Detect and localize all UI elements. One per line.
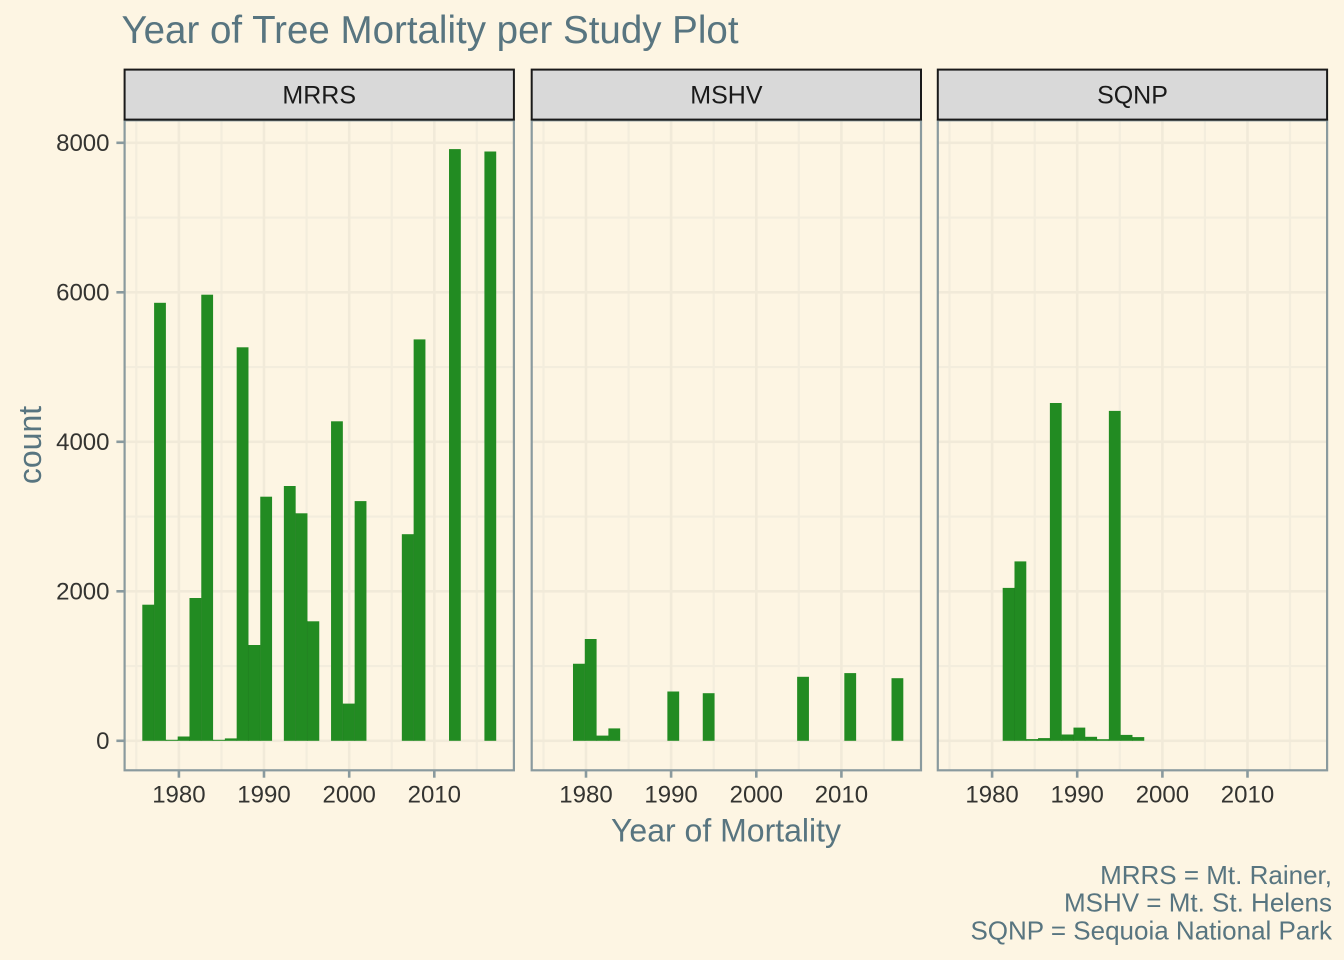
svg-text:2010: 2010 <box>1221 782 1274 809</box>
svg-text:Year of Mortality: Year of Mortality <box>611 813 841 849</box>
svg-text:SQNP: SQNP <box>1097 81 1168 109</box>
svg-text:count: count <box>12 406 48 484</box>
svg-text:MSHV = Mt. St. Helens: MSHV = Mt. St. Helens <box>1064 888 1332 918</box>
svg-text:2010: 2010 <box>815 782 868 809</box>
svg-text:2000: 2000 <box>1136 782 1189 809</box>
svg-text:MRRS = Mt. Rainer,: MRRS = Mt. Rainer, <box>1100 860 1332 890</box>
svg-text:2000: 2000 <box>56 579 109 606</box>
svg-text:1990: 1990 <box>237 782 290 809</box>
svg-text:1990: 1990 <box>1051 782 1104 809</box>
svg-text:1980: 1980 <box>965 782 1018 809</box>
svg-text:0: 0 <box>96 728 109 755</box>
svg-text:Year of Tree Mortality per Stu: Year of Tree Mortality per Study Plot <box>122 9 739 52</box>
svg-text:2000: 2000 <box>323 782 376 809</box>
svg-text:1980: 1980 <box>559 782 612 809</box>
svg-text:4000: 4000 <box>56 429 109 456</box>
svg-text:2010: 2010 <box>408 782 461 809</box>
svg-text:1980: 1980 <box>152 782 205 809</box>
svg-text:6000: 6000 <box>56 280 109 307</box>
svg-text:SQNP = Sequoia National Park: SQNP = Sequoia National Park <box>970 915 1333 945</box>
svg-text:MRRS: MRRS <box>282 81 356 109</box>
svg-text:1990: 1990 <box>644 782 697 809</box>
svg-text:2000: 2000 <box>730 782 783 809</box>
svg-text:MSHV: MSHV <box>690 81 763 109</box>
svg-text:8000: 8000 <box>56 130 109 157</box>
